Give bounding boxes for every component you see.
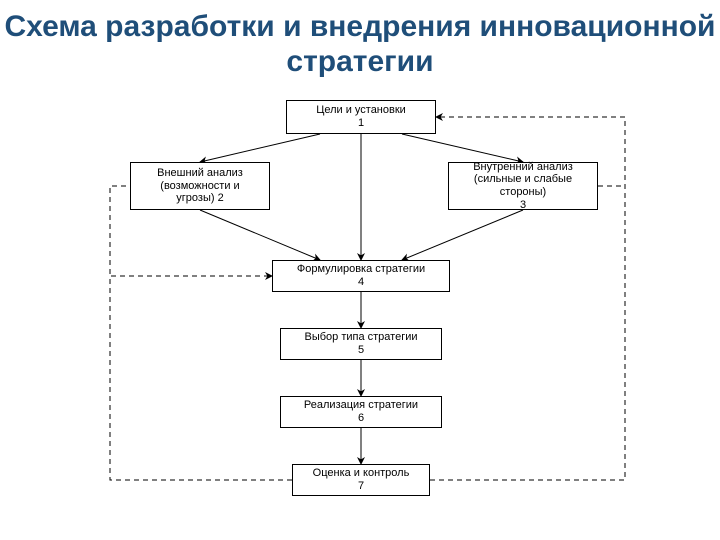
- node-n2-line-0: Внешний анализ: [157, 167, 243, 180]
- node-n2-line-2: угрозы) 2: [176, 192, 223, 205]
- edge-3: [200, 210, 320, 260]
- node-n4-line-1: 4: [358, 276, 364, 289]
- edge-1: [200, 134, 320, 162]
- node-n6-line-1: 6: [358, 412, 364, 425]
- node-n6: Реализация стратегии6: [280, 396, 442, 428]
- node-n2-line-1: (возможности и: [160, 180, 239, 193]
- node-n1: Цели и установки1: [286, 100, 436, 134]
- node-n3-line-3: 3: [520, 199, 526, 212]
- node-n3-line-1: (сильные и слабые: [474, 173, 572, 186]
- node-n2: Внешний анализ(возможности иугрозы) 2: [130, 162, 270, 210]
- edge-8: [110, 276, 292, 480]
- node-n1-line-0: Цели и установки: [316, 104, 406, 117]
- edge-2: [402, 134, 523, 162]
- node-n5-line-1: 5: [358, 344, 364, 357]
- node-n3: Внутренний анализ(сильные и слабыесторон…: [448, 162, 598, 210]
- flowchart: Цели и установки1 Внешний анализ(возможно…: [0, 100, 720, 540]
- node-n7: Оценка и контроль7: [292, 464, 430, 496]
- node-n4: Формулировка стратегии4: [272, 260, 450, 292]
- node-n7-line-1: 7: [358, 480, 364, 493]
- node-n3-line-0: Внутренний анализ: [473, 161, 573, 174]
- node-n5: Выбор типа стратегии5: [280, 328, 442, 360]
- node-n6-line-0: Реализация стратегии: [304, 399, 418, 412]
- node-n4-line-0: Формулировка стратегии: [297, 263, 425, 276]
- node-n1-line-1: 1: [358, 117, 364, 130]
- node-n5-line-0: Выбор типа стратегии: [304, 331, 417, 344]
- node-n3-line-2: стороны): [500, 186, 546, 199]
- page-title: Схема разработки и внедрения инновационн…: [0, 10, 720, 79]
- node-n7-line-0: Оценка и контроль: [313, 467, 410, 480]
- edge-4: [402, 210, 523, 260]
